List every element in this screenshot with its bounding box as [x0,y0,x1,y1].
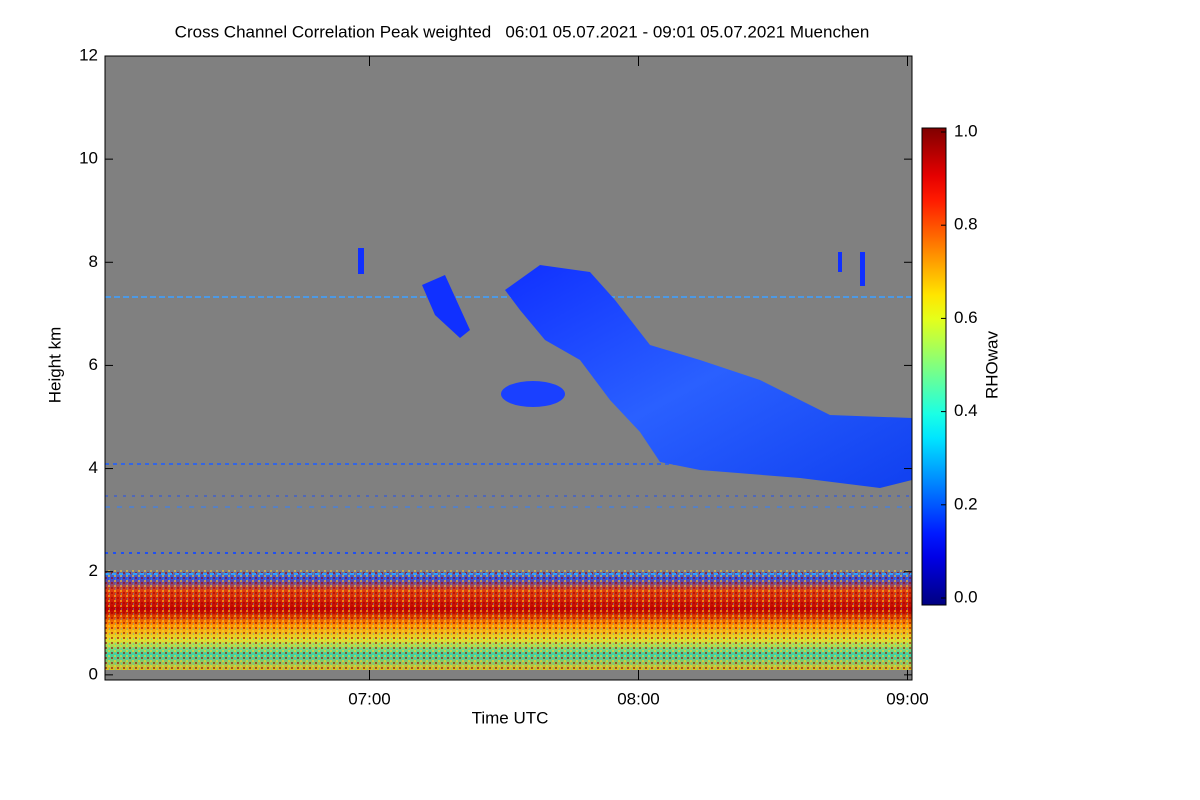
colorbar: 0.0 0.2 0.4 0.6 0.8 1.0 [921,121,978,606]
y-axis-label: Height km [45,327,64,404]
y-tick-label: 4 [89,458,98,477]
colorbar-tick-label: 1.0 [954,121,978,140]
chart-title: Cross Channel Correlation Peak weighted … [175,22,870,41]
y-tick-label: 8 [89,252,98,271]
x-tick-label: 09:00 [886,689,929,708]
colorbar-tick-label: 0.2 [954,494,978,513]
y-tick-label: 10 [79,149,98,168]
x-tick-label: 07:00 [348,689,391,708]
x-axis-label: Time UTC [472,708,549,727]
y-tick-label: 0 [89,664,98,683]
x-tick-label: 08:00 [617,689,660,708]
colorbar-tick-label: 0.0 [954,587,978,606]
plot-frame [104,55,913,681]
colorbar-label: RHOwav [982,330,1001,399]
y-tick-label: 12 [79,45,98,64]
y-tick-label: 2 [89,561,98,580]
heatmap-field [105,248,912,670]
y-tick-label: 6 [89,355,98,374]
colorbar-tick-label: 0.6 [954,308,978,327]
plot-area [104,55,913,681]
colorbar-scale [921,127,947,606]
colorbar-tick-label: 0.8 [954,215,978,234]
colorbar-tick-label: 0.4 [954,401,978,420]
